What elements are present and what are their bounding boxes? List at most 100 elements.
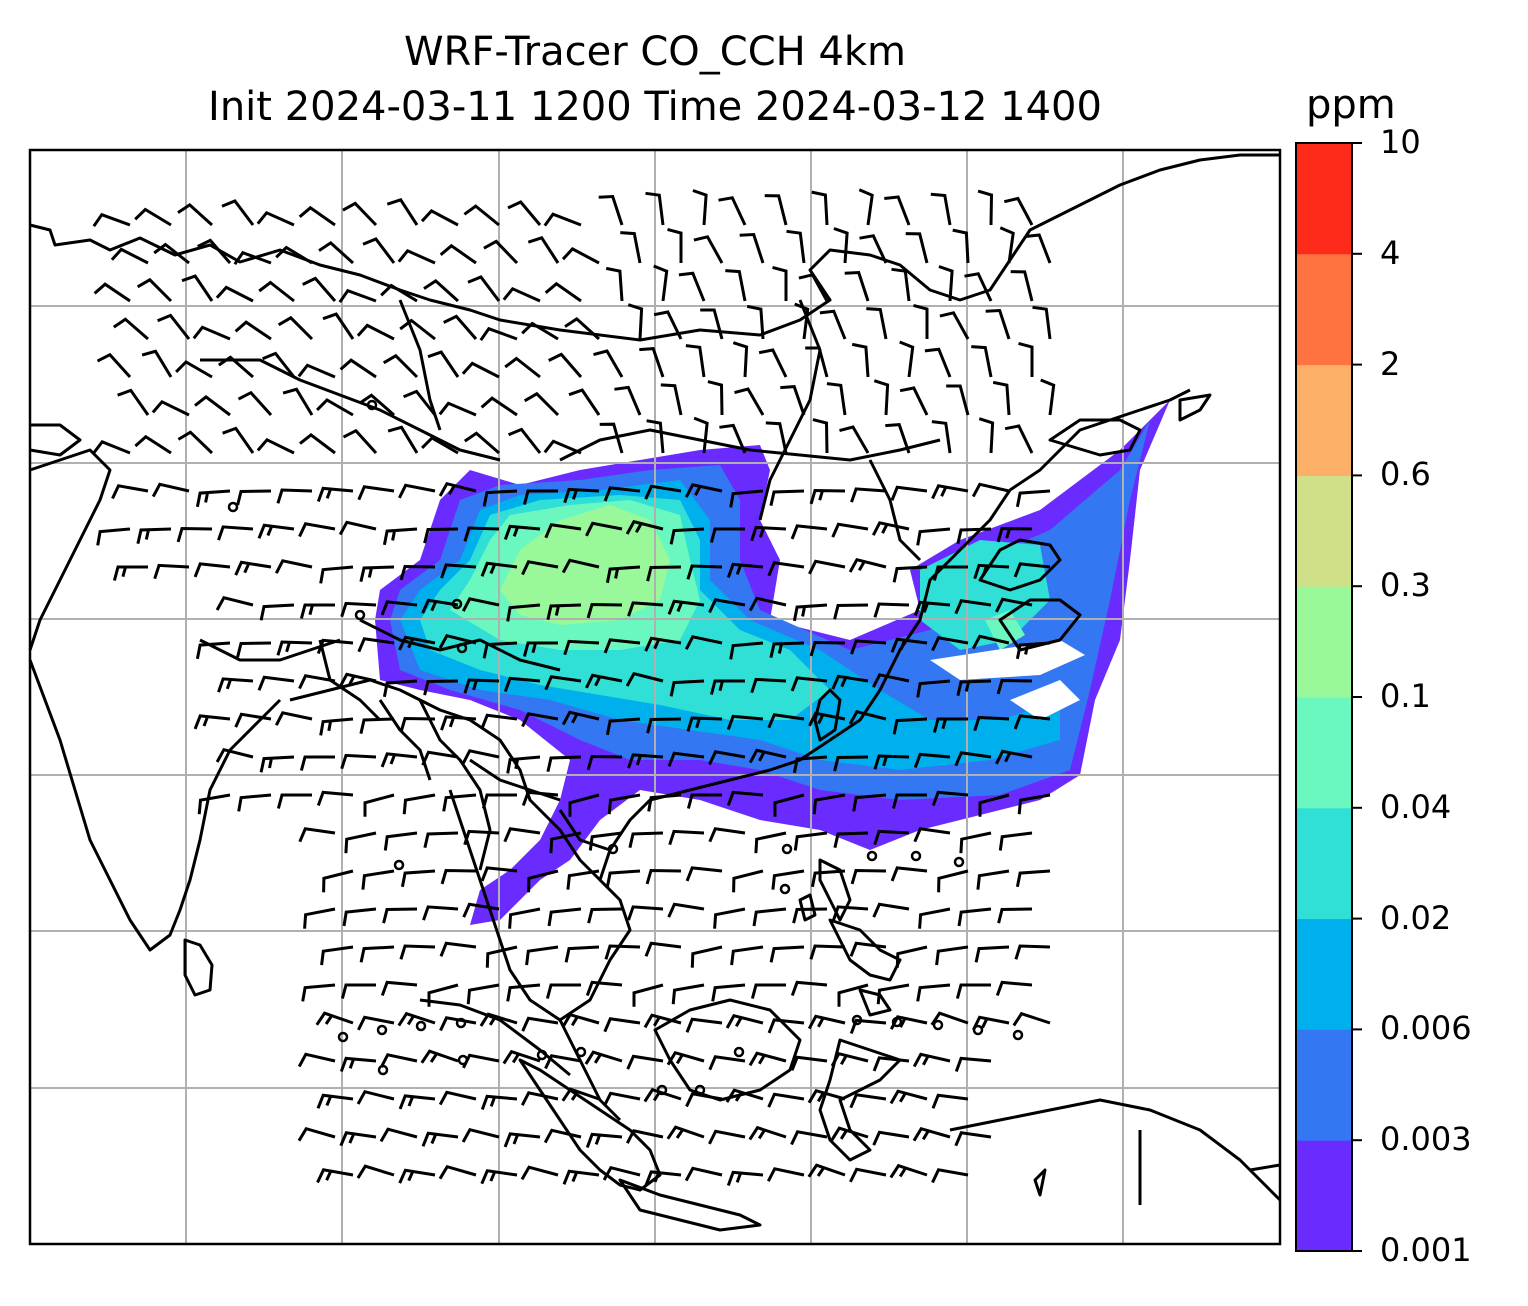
calm-wind-marker bbox=[694, 1084, 706, 1096]
wind-barb bbox=[256, 437, 295, 455]
wind-barb bbox=[912, 1126, 951, 1142]
wind-barb bbox=[771, 869, 805, 890]
wind-barb bbox=[362, 237, 396, 264]
wind-barb bbox=[427, 983, 459, 1007]
wind-barb bbox=[134, 434, 172, 455]
wind-barb bbox=[298, 522, 336, 538]
wind-barb bbox=[421, 750, 459, 766]
wind-barb bbox=[832, 905, 869, 921]
wind-barb bbox=[978, 417, 995, 454]
wind-barb bbox=[1013, 714, 1051, 730]
colorbar-tick-label: 2 bbox=[1380, 344, 1401, 383]
wind-barb bbox=[141, 349, 173, 378]
wind-barb bbox=[707, 380, 724, 416]
wind-barb bbox=[382, 907, 418, 924]
wind-barb bbox=[398, 635, 436, 651]
wind-barb bbox=[299, 755, 335, 771]
wind-barb bbox=[480, 561, 518, 577]
wind-barb bbox=[402, 793, 436, 815]
wind-barb bbox=[439, 941, 477, 957]
wind-barb bbox=[521, 790, 559, 807]
wind-barb bbox=[858, 188, 874, 226]
calm-wind-marker bbox=[932, 1019, 944, 1031]
wind-barb bbox=[525, 945, 559, 966]
wind-barb bbox=[439, 243, 477, 265]
wind-barb bbox=[647, 793, 682, 812]
wind-barb bbox=[503, 524, 541, 541]
wind-barb bbox=[645, 868, 682, 885]
wind-barb bbox=[685, 1017, 723, 1033]
calm-wind-marker bbox=[953, 856, 965, 868]
wind-barb bbox=[342, 907, 377, 927]
wind-barb bbox=[931, 636, 969, 652]
wind-barb bbox=[839, 425, 870, 454]
wind-barb bbox=[588, 831, 623, 851]
colorbar-tick-label: 0.02 bbox=[1380, 898, 1452, 937]
colorbar-segment bbox=[1296, 253, 1352, 366]
wind-barb bbox=[344, 831, 377, 854]
wind-barb bbox=[398, 1168, 436, 1184]
colorbar-segment bbox=[1296, 697, 1352, 809]
wind-barb bbox=[995, 980, 1033, 997]
wind-barb bbox=[1015, 489, 1051, 508]
wind-barb bbox=[972, 1015, 1010, 1031]
wind-barb bbox=[217, 525, 254, 541]
wind-barb bbox=[758, 348, 788, 378]
wind-barb bbox=[939, 311, 970, 340]
wind-barb bbox=[729, 489, 764, 508]
wind-barb bbox=[946, 384, 970, 416]
wind-barb bbox=[889, 1089, 928, 1105]
coastlines bbox=[28, 153, 1282, 1232]
wind-barb bbox=[954, 1131, 992, 1147]
colorbar-segment bbox=[1296, 364, 1352, 476]
wind-barb bbox=[995, 749, 1033, 765]
wind-barb bbox=[973, 563, 1010, 580]
wind-barb bbox=[873, 379, 890, 416]
wind-barb bbox=[678, 271, 706, 302]
wind-barb bbox=[338, 288, 377, 304]
wind-barb bbox=[340, 601, 377, 618]
wind-barb bbox=[275, 245, 313, 265]
wind-barb bbox=[421, 436, 459, 455]
wind-barb bbox=[905, 232, 929, 264]
calm-wind-marker bbox=[891, 1016, 903, 1028]
wind-barb bbox=[971, 345, 993, 378]
colorbar-segment bbox=[1296, 475, 1352, 587]
wind-barb bbox=[976, 869, 1010, 890]
wind-barb bbox=[833, 227, 849, 264]
wind-barb bbox=[136, 527, 172, 545]
wind-barb bbox=[134, 207, 172, 227]
wind-barb bbox=[461, 361, 500, 379]
wind-barb bbox=[684, 635, 723, 650]
wind-barb bbox=[136, 277, 173, 303]
wind-barb bbox=[561, 1012, 600, 1028]
calm-wind-marker bbox=[910, 850, 922, 862]
wind-barb bbox=[790, 1130, 828, 1146]
wind-barb bbox=[790, 980, 828, 997]
wind-barb bbox=[566, 869, 600, 890]
wind-barb bbox=[151, 399, 190, 417]
wind-barb bbox=[826, 382, 847, 416]
wind-barb bbox=[726, 714, 764, 731]
wind-barb bbox=[872, 1130, 910, 1146]
wind-barb bbox=[316, 1093, 354, 1109]
wind-barb bbox=[690, 945, 723, 968]
wind-barb bbox=[725, 1088, 764, 1103]
wind-barb bbox=[931, 484, 969, 500]
wind-barb bbox=[931, 1168, 969, 1184]
wind-barb bbox=[423, 527, 459, 544]
wind-barb bbox=[277, 315, 314, 341]
wind-barb bbox=[890, 637, 928, 653]
wind-barb bbox=[398, 1094, 436, 1110]
wind-barb bbox=[709, 527, 745, 543]
wind-barb bbox=[732, 869, 764, 893]
wind-barb bbox=[889, 1163, 928, 1179]
wind-barb bbox=[527, 236, 560, 264]
wind-barb bbox=[644, 484, 682, 500]
wind-barb bbox=[708, 827, 746, 843]
wind-barb bbox=[463, 678, 500, 694]
colorbar-tick-label: 0.003 bbox=[1380, 1120, 1472, 1159]
wind-barb bbox=[685, 866, 723, 882]
wind-barb bbox=[503, 827, 541, 843]
wind-barb bbox=[93, 282, 131, 303]
